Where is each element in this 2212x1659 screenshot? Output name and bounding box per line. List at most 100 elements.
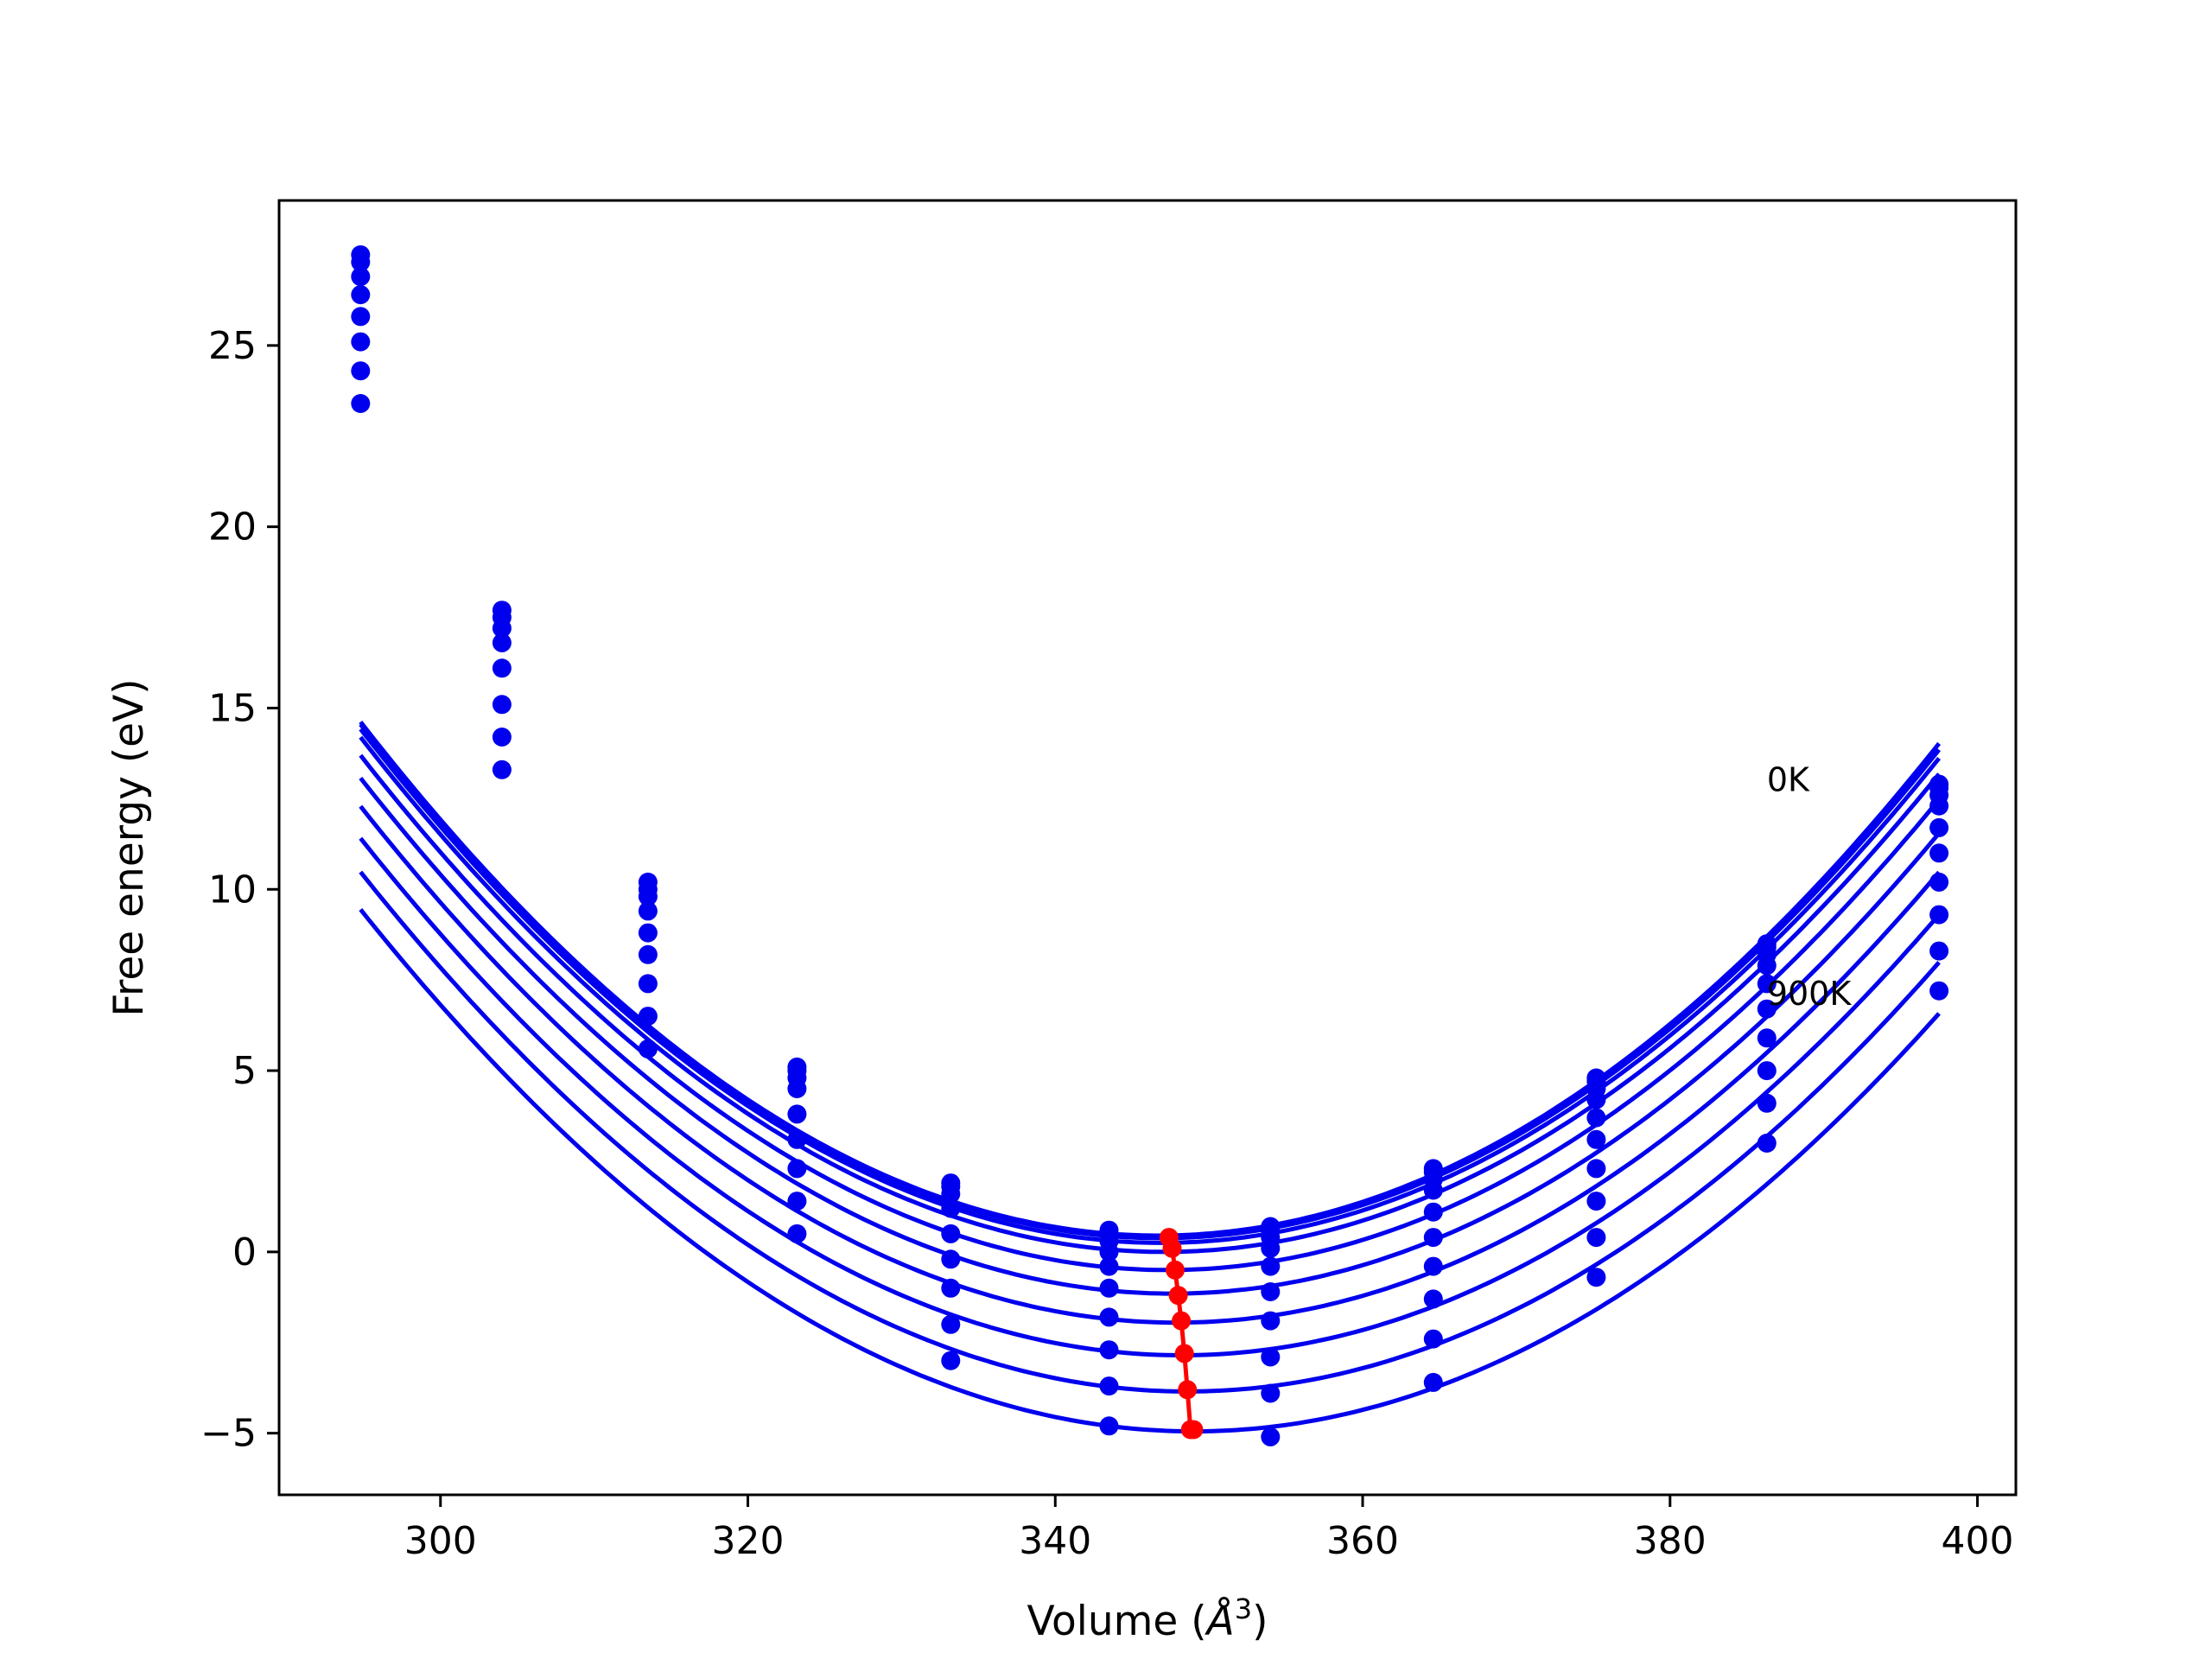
minima-path: [1159, 1228, 1204, 1440]
x-tick-label: 380: [1634, 1519, 1707, 1563]
data-point: [1099, 1376, 1119, 1396]
fit-curve-2: [359, 728, 1942, 1245]
minimum-point: [1166, 1260, 1185, 1280]
data-point: [1099, 1278, 1119, 1298]
data-point: [638, 887, 658, 906]
data-points: [351, 245, 1949, 1446]
data-point: [1929, 981, 1949, 1001]
data-point: [1757, 956, 1777, 976]
data-point: [787, 1192, 807, 1211]
data-point: [1929, 843, 1949, 863]
curve-annotation: 0K: [1767, 760, 1810, 798]
data-point: [638, 944, 658, 964]
minimum-point: [1168, 1286, 1188, 1306]
minimum-point: [1172, 1311, 1192, 1331]
data-point: [638, 901, 658, 921]
data-point: [351, 267, 371, 287]
y-tick-label: 5: [232, 1049, 257, 1093]
x-tick-label: 360: [1326, 1519, 1399, 1563]
plot-frame: [277, 199, 2018, 1497]
data-point: [941, 1278, 961, 1298]
fit-curve-3: [359, 735, 1942, 1255]
data-point: [1929, 905, 1949, 925]
y-tick-label: 25: [208, 324, 257, 368]
data-point: [1423, 1329, 1443, 1349]
data-point: [1757, 974, 1777, 994]
data-point: [1099, 1256, 1119, 1276]
data-point: [1099, 1416, 1119, 1436]
curve-annotation: 900K: [1767, 975, 1853, 1013]
data-point: [1586, 1268, 1606, 1287]
data-point: [351, 252, 371, 272]
x-axis-label: Volume (Å3): [1027, 1592, 1268, 1645]
data-point: [1929, 941, 1949, 961]
data-point: [1586, 1129, 1606, 1149]
data-point: [941, 1314, 961, 1334]
fit-curve-7: [359, 836, 1941, 1358]
data-point: [941, 1249, 961, 1269]
data-point: [1423, 1202, 1443, 1222]
x-tick-label: 320: [712, 1519, 785, 1563]
data-point: [1929, 817, 1949, 837]
data-point: [787, 1129, 807, 1149]
data-point: [1757, 999, 1777, 1019]
data-point: [492, 658, 512, 678]
minimum-point: [1178, 1380, 1198, 1400]
y-tick-label: 10: [208, 868, 257, 912]
data-point: [638, 1039, 658, 1058]
data-point: [1099, 1242, 1119, 1262]
fit-curve-9: [359, 908, 1941, 1434]
data-point: [492, 760, 512, 779]
data-point: [787, 1224, 807, 1243]
data-point: [787, 1159, 807, 1179]
y-axis-label: Free energy (eV): [105, 678, 153, 1016]
x-tick-label: 300: [404, 1519, 477, 1563]
fit-curve-8: [359, 870, 1941, 1394]
data-point: [1099, 1307, 1119, 1327]
data-point: [1261, 1347, 1281, 1367]
data-point: [1423, 1228, 1443, 1248]
data-point: [492, 728, 512, 747]
data-point: [787, 1079, 807, 1098]
data-point: [1261, 1256, 1281, 1276]
data-point: [638, 974, 658, 994]
data-point: [1261, 1311, 1281, 1331]
data-point: [1586, 1159, 1606, 1179]
data-point: [1423, 1256, 1443, 1276]
data-point: [1757, 1093, 1777, 1113]
data-point: [351, 361, 371, 381]
data-point: [1586, 1108, 1606, 1128]
data-point: [941, 1198, 961, 1218]
y-tick-label: 15: [208, 686, 257, 730]
data-point: [1757, 1028, 1777, 1048]
data-point: [1586, 1090, 1606, 1109]
data-point: [638, 1007, 658, 1027]
data-point: [1586, 1192, 1606, 1211]
fit-curve-1: [359, 722, 1942, 1241]
y-tick-label: 0: [232, 1230, 257, 1274]
data-point: [351, 307, 371, 327]
data-point: [492, 695, 512, 715]
x-tick-label: 340: [1019, 1519, 1091, 1563]
data-point: [1757, 1134, 1777, 1153]
data-point: [1261, 1383, 1281, 1403]
data-point: [492, 632, 512, 652]
data-point: [1423, 1372, 1443, 1392]
fit-curve-4: [359, 753, 1942, 1273]
y-tick-label: −5: [200, 1412, 257, 1456]
data-point: [941, 1184, 961, 1204]
data-point: [351, 394, 371, 413]
y-tick-label: 20: [208, 505, 257, 550]
data-point: [1423, 1180, 1443, 1200]
data-point: [1099, 1340, 1119, 1360]
minimum-point: [1162, 1238, 1182, 1258]
x-axis-ticks: 300 320 340 360 380 400: [404, 1495, 2014, 1563]
data-point: [941, 1351, 961, 1370]
y-axis-ticks: −5 0 5 10 15 20 25: [200, 324, 279, 1456]
annotations: 0K 900K: [1767, 760, 1853, 1013]
data-point: [351, 285, 371, 305]
data-point: [1757, 1061, 1777, 1081]
data-point: [787, 1104, 807, 1124]
minimum-point: [1184, 1420, 1204, 1440]
